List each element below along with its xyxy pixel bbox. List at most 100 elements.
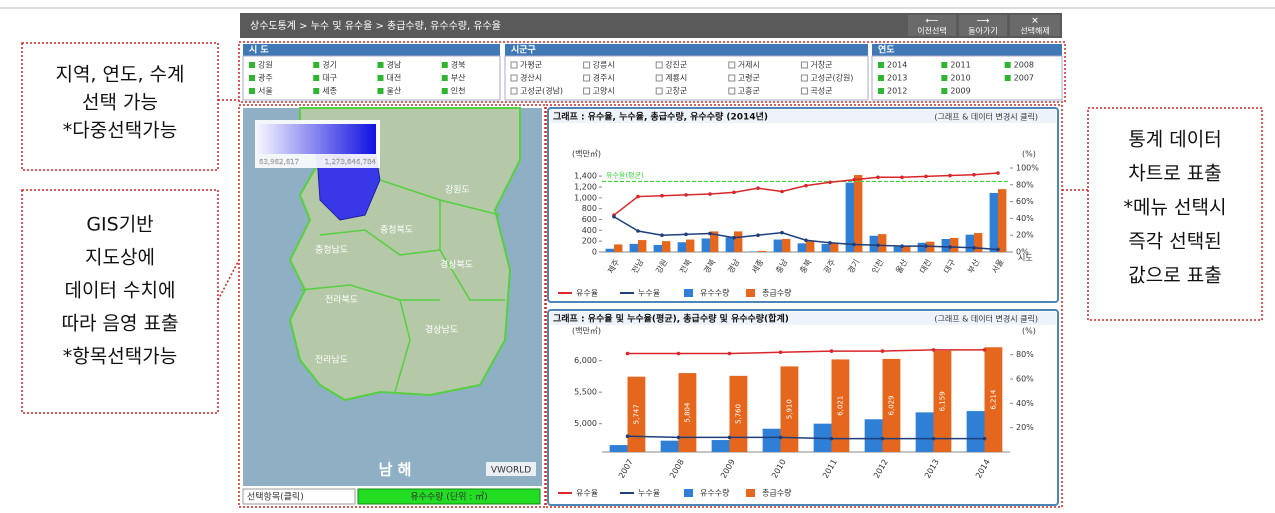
checkbox[interactable] [511, 62, 517, 68]
filter-item[interactable]: 거창군 [810, 61, 832, 70]
chart-hint[interactable]: (그래프 & 데이터 변경시 클릭) [934, 112, 1038, 122]
point [780, 231, 784, 235]
item-label[interactable]: 유수수량 (단위 : ㎥) [410, 491, 487, 503]
checkbox[interactable] [656, 75, 662, 81]
checkbox[interactable] [511, 88, 517, 94]
y2-tick-label: 100% [1016, 164, 1039, 173]
point [830, 437, 834, 441]
point [636, 195, 640, 199]
filter-item[interactable]: 고령군 [738, 74, 760, 83]
checkbox[interactable] [584, 62, 590, 68]
checkbox[interactable] [378, 62, 384, 68]
filter-item[interactable]: 2009 [950, 87, 970, 96]
checkbox[interactable] [442, 62, 448, 68]
checkbox[interactable] [656, 62, 662, 68]
bar [830, 243, 838, 252]
filter-item[interactable]: 울산 [387, 86, 402, 96]
button-label[interactable]: 돌아가기 [968, 26, 997, 36]
point [728, 436, 732, 440]
filter-item[interactable]: 대전 [387, 73, 402, 83]
point [972, 246, 976, 250]
filter-item[interactable]: 강진군 [665, 60, 687, 70]
point [612, 215, 616, 219]
checkbox[interactable] [249, 75, 255, 81]
filter-item[interactable]: 세종 [322, 87, 337, 96]
filter-item[interactable]: 계룡시 [665, 73, 687, 83]
filter-item[interactable]: 가평군 [520, 60, 542, 70]
filter-item[interactable]: 강원 [258, 60, 273, 70]
data-label: 5,910 [785, 399, 793, 419]
filter-item[interactable]: 경남 [387, 60, 402, 70]
checkbox[interactable] [511, 75, 517, 81]
data-label: 5,747 [632, 404, 640, 424]
checkbox[interactable] [249, 88, 255, 94]
bar [678, 242, 686, 252]
checkbox[interactable] [801, 75, 807, 81]
checkbox[interactable] [878, 62, 884, 68]
filter-item[interactable]: 광주 [258, 73, 273, 83]
bar [990, 193, 998, 252]
checkbox[interactable] [729, 88, 735, 94]
filter-item[interactable]: 강릉시 [593, 60, 615, 70]
filter-item[interactable]: 고양시 [593, 87, 615, 96]
legend-min: 63,962,617 [259, 158, 299, 166]
checkbox[interactable] [1005, 62, 1011, 68]
filter-item[interactable]: 경기 [322, 60, 337, 70]
checkbox[interactable] [1005, 75, 1011, 81]
bar [974, 233, 982, 252]
checkbox[interactable] [941, 75, 947, 81]
filter-item[interactable]: 인천 [451, 86, 466, 96]
filter-item[interactable]: 서울 [258, 87, 273, 96]
filter-item[interactable]: 대구 [322, 74, 337, 83]
filter-item[interactable]: 2014 [887, 61, 907, 70]
y-tick-label: 0 [592, 248, 597, 257]
callout-line: GIS기반 [86, 214, 153, 236]
checkbox[interactable] [313, 62, 319, 68]
bar [712, 440, 730, 452]
filter-item[interactable]: 경북 [451, 60, 466, 70]
filter-item[interactable]: 2012 [887, 87, 907, 96]
checkbox[interactable] [801, 88, 807, 94]
checkbox[interactable] [584, 75, 590, 81]
filter-item[interactable]: 경산시 [520, 73, 542, 83]
button-label[interactable]: 이전선택 [917, 26, 946, 36]
checkbox[interactable] [941, 62, 947, 68]
select-label[interactable]: 선택항목(클릭) [247, 491, 304, 503]
filter-item[interactable]: 2008 [1014, 61, 1034, 70]
checkbox[interactable] [878, 88, 884, 94]
filter-item[interactable]: 거제시 [738, 61, 760, 70]
button-label[interactable]: 선택해제 [1020, 26, 1049, 36]
callout-line: 즉각 선택된 [1128, 231, 1221, 253]
checkbox[interactable] [656, 88, 662, 94]
checkbox[interactable] [442, 88, 448, 94]
callout-line: 따라 음영 표출 [62, 313, 179, 335]
filter-item[interactable]: 2010 [950, 74, 970, 83]
filter-item[interactable]: 2007 [1014, 74, 1034, 83]
checkbox[interactable] [378, 75, 384, 81]
point [804, 238, 808, 242]
filter-item[interactable]: 2013 [887, 74, 907, 83]
point [660, 233, 664, 237]
checkbox[interactable] [941, 88, 947, 94]
filter-item[interactable]: 고창군 [665, 87, 687, 96]
checkbox[interactable] [729, 75, 735, 81]
checkbox[interactable] [801, 62, 807, 68]
chart-hint[interactable]: (그래프 & 데이터 변경시 클릭) [934, 314, 1038, 324]
checkbox[interactable] [249, 62, 255, 68]
checkbox[interactable] [313, 75, 319, 81]
checkbox[interactable] [378, 88, 384, 94]
y-tick-label: 5,000 [574, 419, 597, 428]
filter-item[interactable]: 곡성군 [810, 87, 832, 96]
checkbox[interactable] [878, 75, 884, 81]
checkbox[interactable] [584, 88, 590, 94]
filter-item[interactable]: 부산 [451, 73, 466, 83]
filter-item[interactable]: 2011 [950, 61, 970, 70]
filter-item[interactable]: 고성군(경남) [520, 86, 563, 96]
checkbox[interactable] [313, 88, 319, 94]
checkbox[interactable] [442, 75, 448, 81]
filter-item[interactable]: 경주시 [593, 73, 615, 83]
filter-item[interactable]: 고성군(강원) [810, 73, 853, 83]
checkbox[interactable] [729, 62, 735, 68]
filter-item[interactable]: 고흥군 [738, 86, 760, 96]
bar [806, 241, 814, 252]
